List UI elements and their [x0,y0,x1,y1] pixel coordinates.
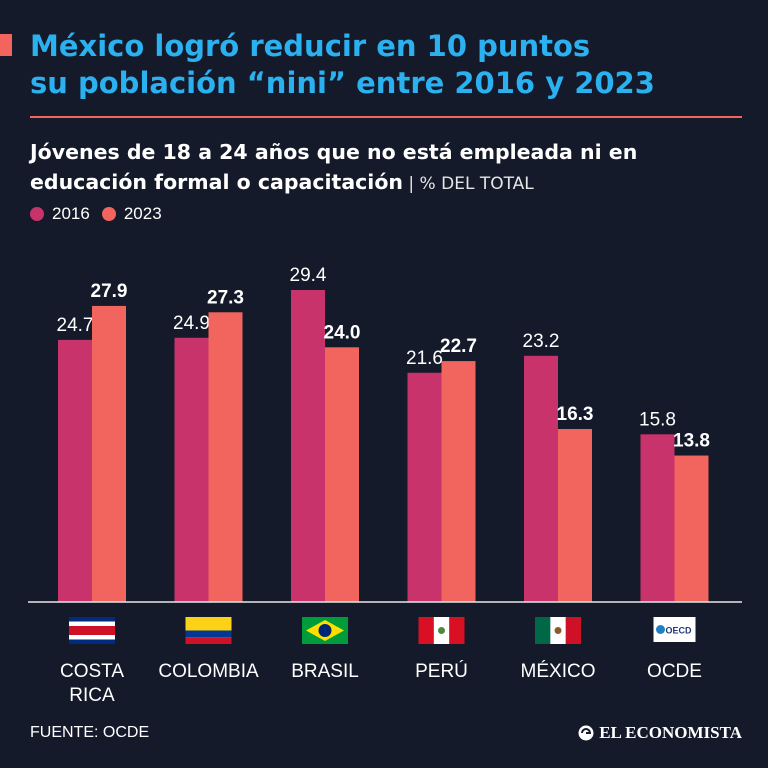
title-divider [30,116,742,118]
category-label-4: MÉXICO [521,661,596,682]
category-label-3: PERÚ [415,660,468,682]
data-label-2023-0: 27.9 [91,281,128,302]
data-label-2023-1: 27.3 [207,287,244,308]
data-label-2016-5: 15.8 [639,409,676,430]
svg-text:OECD: OECD [665,626,692,636]
oecd-logo-icon: OECD [653,617,696,642]
legend-swatch-2023 [101,207,116,221]
brand-name: EL ECONOMISTA [599,723,742,742]
page-title: México logró reducir en 10 puntos su pob… [30,28,750,102]
data-label-2023-5: 13.8 [673,431,710,452]
costa-rica-flag-icon [69,617,115,644]
bar-2023-3 [441,361,476,602]
brazil-flag-icon [302,617,348,644]
subtitle-line-2-text: educación formal o capacitación [30,170,404,194]
data-label-2023-4: 16.3 [557,404,594,425]
brand-mark-icon [578,725,594,741]
bar-2023-2 [325,347,359,602]
data-label-2023-3: 22.7 [440,336,477,357]
category-label-0-line-1: RICA [69,685,115,706]
chart-subtitle: Jóvenes de 18 a 24 años que no está empl… [30,137,750,199]
legend-swatch-2016 [30,207,44,221]
mexico-flag-icon [535,617,581,644]
data-label-2016-4: 23.2 [523,331,560,352]
bar-2023-0 [92,305,126,602]
category-label-0-line-0: COSTA [60,661,124,682]
bar-2016-3 [407,372,442,602]
bar-2023-1 [208,312,243,602]
chart-legend: 2016 2023 [30,204,174,224]
colombia-flag-icon [185,617,232,644]
unit-label: | % DEL TOTAL [403,174,534,194]
data-label-2016-1: 24.9 [173,313,210,334]
subtitle-line-2: educación formal o capacitación | % DEL … [30,167,750,199]
legend-item-2016: 2016 [30,204,90,224]
data-label-2016-0: 24.7 [57,315,94,336]
legend-label-2016: 2016 [52,204,90,223]
category-label-5: OCDE [647,661,702,682]
source-note: FUENTE: OCDE [30,724,150,741]
data-label-2016-3: 21.6 [406,348,443,369]
peru-flag-icon [418,617,465,644]
data-label-2023-2: 24.0 [324,322,361,343]
title-line-1: México logró reducir en 10 puntos [30,29,591,63]
title-line-2: su población “nini” entre 2016 y 2023 [30,66,655,100]
bar-2023-5 [674,455,709,602]
subtitle-line-1: Jóvenes de 18 a 24 años que no está empl… [30,140,638,164]
data-label-2016-2: 29.4 [290,265,327,286]
bar-2016-2 [291,290,325,602]
bar-2016-4 [524,355,558,602]
legend-label-2023: 2023 [123,204,162,223]
bar-2016-5 [640,434,675,602]
bar-2016-1 [174,337,209,602]
category-label-2: BRASIL [291,661,359,682]
brand-logo: EL ECONOMISTA [578,723,742,743]
bar-2016-0 [58,339,92,602]
title-accent-block [0,34,12,56]
bar-2023-4 [558,429,592,602]
category-label-1: COLOMBIA [158,661,259,682]
legend-item-2023: 2023 [101,204,162,224]
